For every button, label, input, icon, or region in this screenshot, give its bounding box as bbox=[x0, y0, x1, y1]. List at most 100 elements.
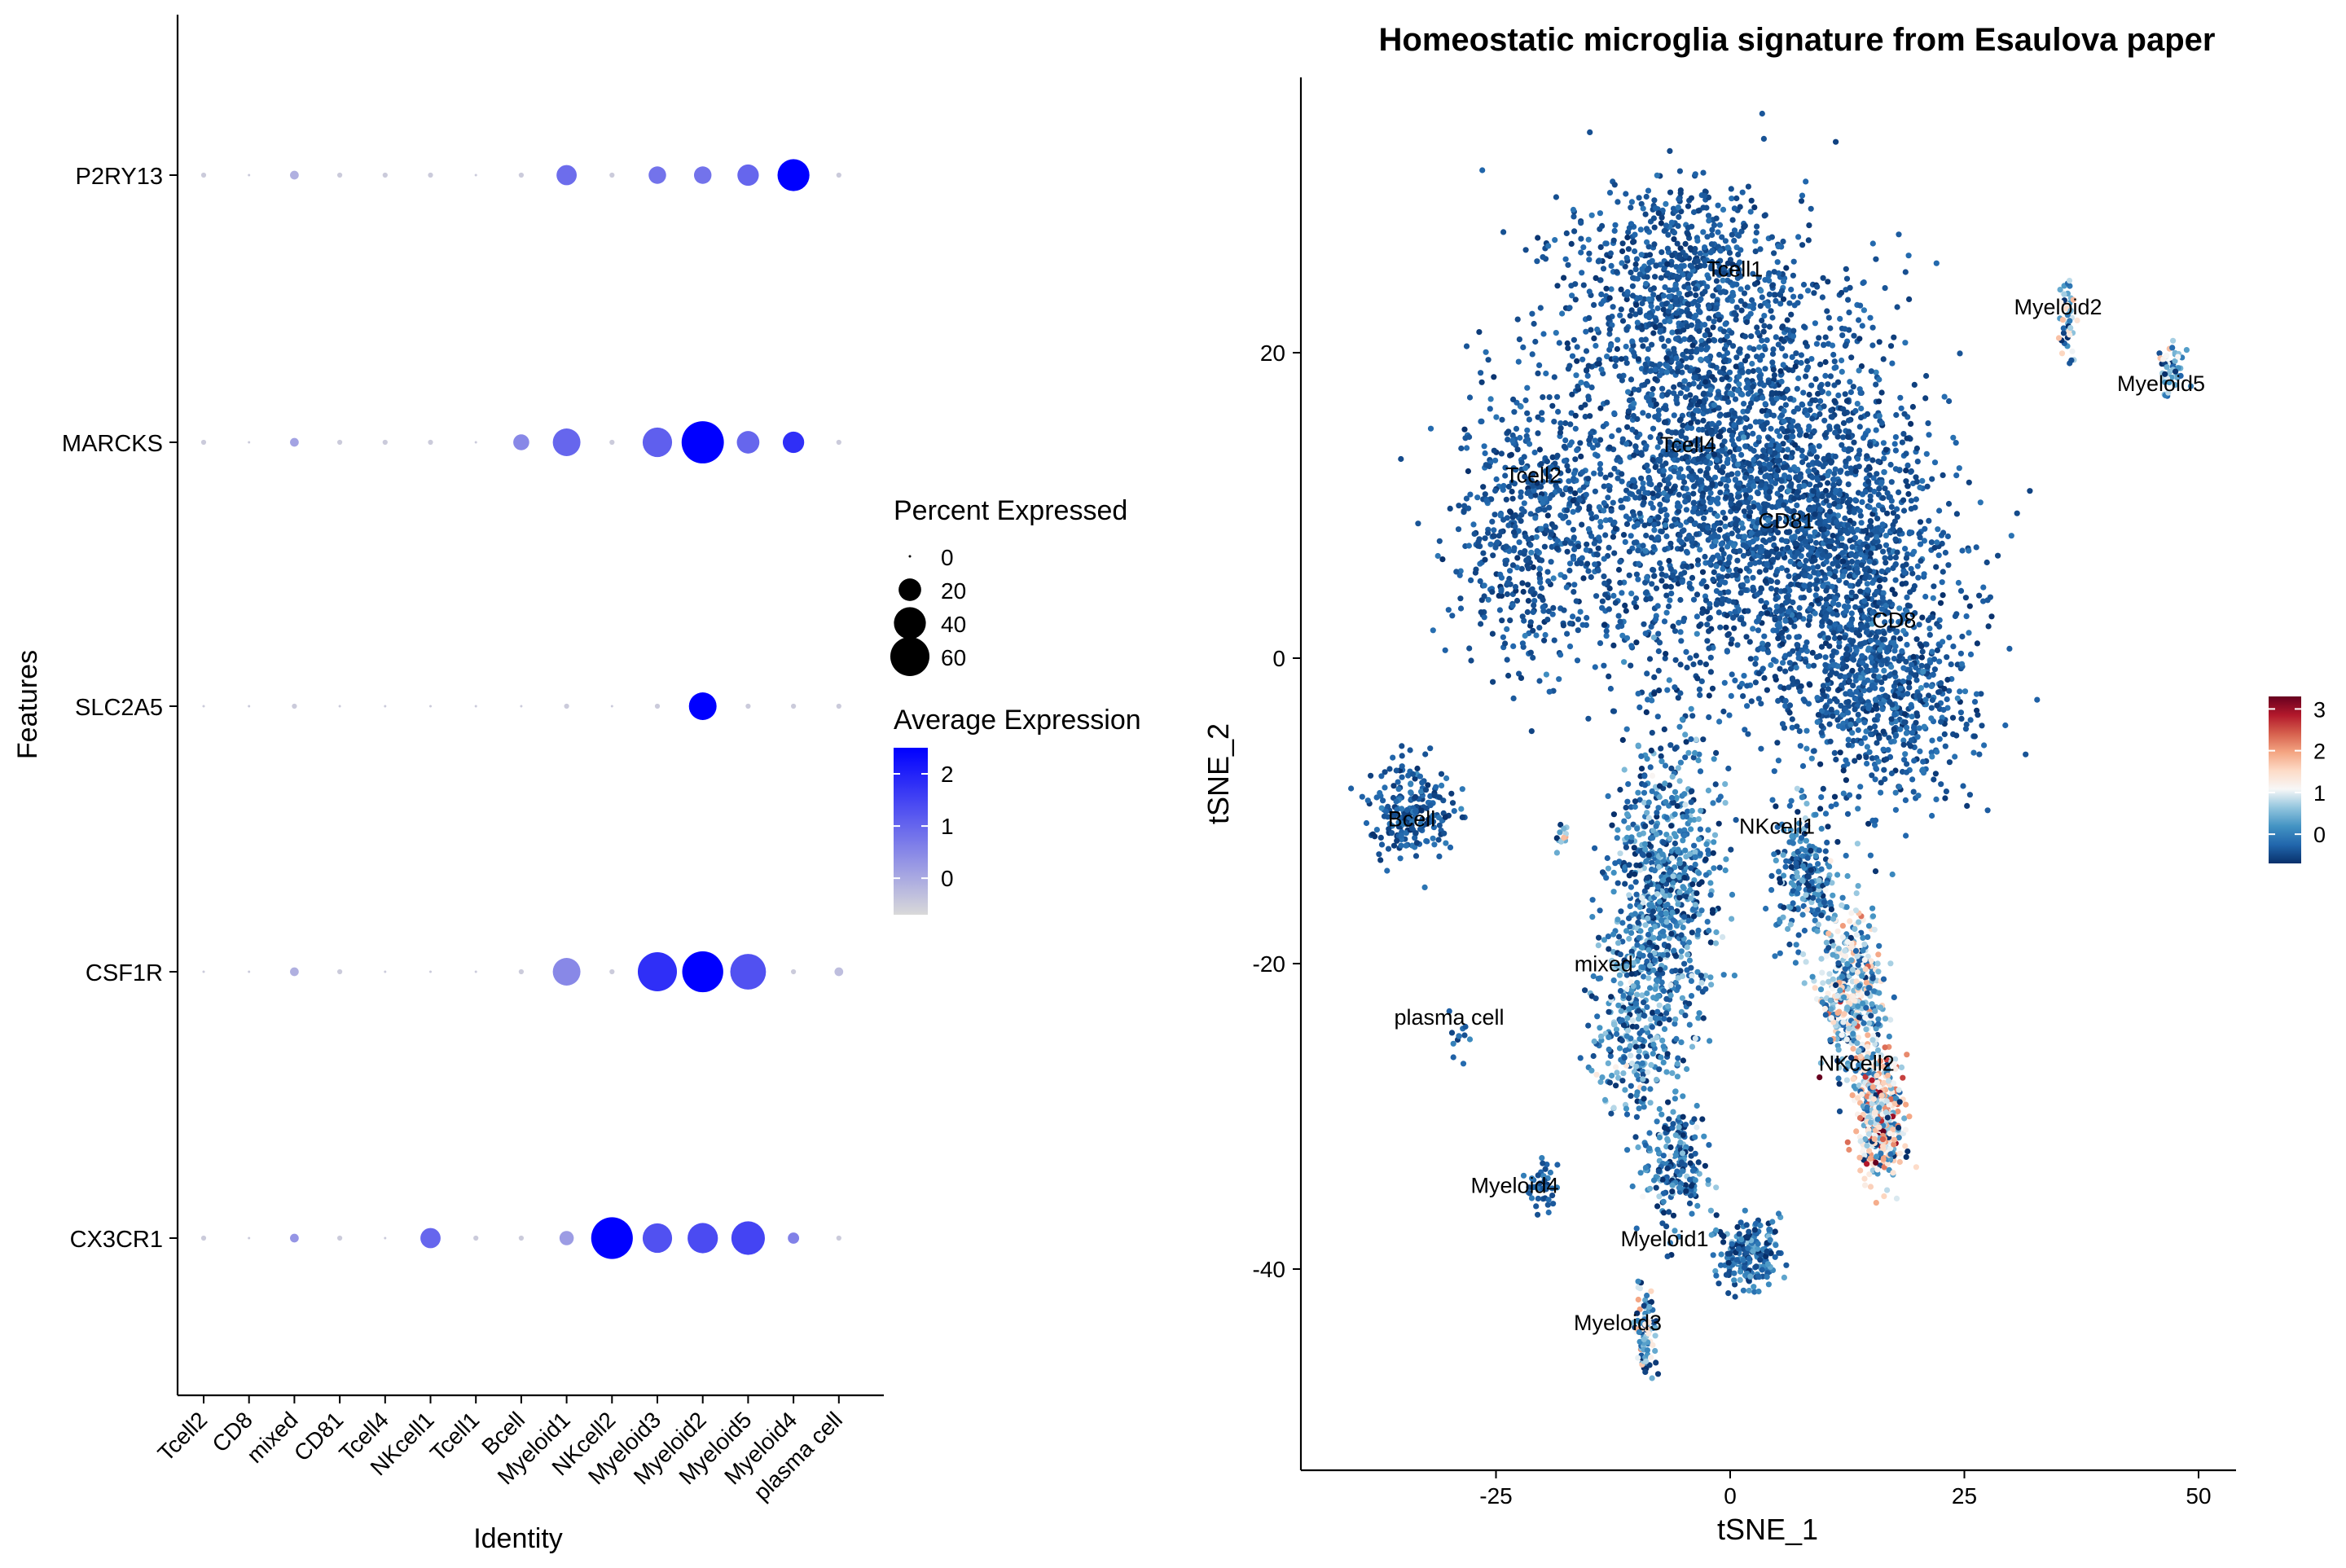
tsne-point bbox=[1808, 206, 1814, 212]
tsne-point bbox=[1571, 498, 1576, 503]
tsne-point bbox=[1619, 504, 1624, 510]
tsne-point bbox=[1729, 636, 1735, 642]
tsne-point bbox=[1776, 758, 1781, 763]
tsne-point bbox=[1913, 474, 1918, 480]
tsne-point bbox=[1817, 520, 1822, 526]
tsne-point bbox=[1491, 527, 1496, 533]
tsne-point bbox=[1601, 507, 1606, 513]
dot-P2RY13-NKcell1 bbox=[428, 173, 433, 178]
tsne-point bbox=[1566, 468, 1571, 473]
tsne-point bbox=[1787, 709, 1793, 715]
tsne-point bbox=[1437, 538, 1443, 544]
tsne-point bbox=[1803, 340, 1808, 345]
tsne-point bbox=[1724, 333, 1730, 339]
tsne-point bbox=[1826, 643, 1832, 649]
tsne-point bbox=[1758, 303, 1764, 309]
dot-SLC2A5-Myeloid3 bbox=[655, 704, 660, 709]
tsne-point bbox=[1773, 617, 1778, 622]
tsne-point bbox=[1663, 651, 1668, 657]
tsne-point bbox=[1510, 496, 1516, 502]
tsne-point bbox=[1691, 209, 1697, 215]
tsne-point bbox=[1571, 471, 1577, 477]
tsne-point bbox=[1663, 201, 1668, 207]
tsne-point bbox=[1531, 603, 1536, 608]
tsne-point bbox=[1889, 771, 1895, 776]
tsne-point bbox=[1784, 568, 1790, 573]
tsne-point bbox=[1827, 426, 1833, 432]
tsne-point bbox=[1879, 527, 1885, 533]
tsne-point bbox=[1845, 530, 1851, 536]
tsne-point bbox=[1517, 336, 1522, 342]
tsne-point bbox=[1775, 635, 1781, 641]
tsne-point bbox=[1706, 217, 1711, 223]
tsne-point bbox=[1893, 578, 1899, 583]
tsne-point bbox=[1929, 477, 1935, 482]
tsne-point bbox=[1479, 380, 1485, 385]
tsne-point bbox=[1715, 513, 1720, 519]
dot-CSF1R-Myeloid2 bbox=[683, 951, 723, 992]
tsne-point bbox=[1751, 483, 1756, 489]
tsne-point bbox=[1696, 328, 1702, 334]
tsne-point bbox=[1651, 544, 1657, 550]
tsne-point bbox=[1535, 235, 1540, 240]
tsne-point bbox=[1855, 806, 1861, 811]
tsne-point bbox=[1527, 441, 1532, 447]
tsne-point bbox=[1636, 561, 1641, 567]
tsne-point bbox=[1791, 259, 1797, 265]
tsne-point bbox=[1610, 534, 1616, 540]
tsne-point bbox=[1976, 593, 1982, 599]
tsne-point bbox=[1881, 729, 1887, 735]
tsne-point bbox=[1478, 578, 1483, 584]
tsne-point bbox=[1732, 310, 1738, 316]
tsne-point bbox=[1655, 534, 1661, 540]
tsne-point bbox=[1685, 459, 1691, 465]
tsne-point bbox=[1666, 558, 1672, 564]
tsne-point bbox=[1645, 275, 1650, 280]
dot-CX3CR1-CD81 bbox=[337, 1236, 342, 1241]
tsne-point bbox=[1904, 595, 1909, 600]
tsne-point bbox=[1755, 617, 1761, 623]
tsne-point bbox=[1552, 374, 1557, 380]
tsne-point bbox=[1940, 472, 1946, 478]
tsne-point bbox=[1748, 333, 1754, 339]
tsne-point bbox=[1466, 645, 1472, 651]
tsne-point bbox=[1831, 648, 1837, 654]
tsne-point bbox=[1583, 329, 1588, 335]
tsne-point bbox=[1822, 662, 1828, 668]
tsne-point bbox=[1609, 286, 1615, 292]
tsne-point bbox=[1561, 608, 1566, 613]
tsne-point bbox=[1931, 595, 1936, 601]
tsne-point bbox=[1526, 565, 1531, 571]
tsne-point bbox=[1684, 549, 1689, 555]
dot-P2RY13-CD81 bbox=[337, 173, 342, 178]
dot-P2RY13-mixed bbox=[290, 171, 299, 180]
tsne-point bbox=[1683, 394, 1689, 400]
tsne-point bbox=[1684, 665, 1689, 670]
tsne-point bbox=[1792, 302, 1798, 308]
tsne-point bbox=[1720, 510, 1726, 516]
tsne-point bbox=[1764, 456, 1769, 462]
tsne-point bbox=[1649, 534, 1654, 540]
tsne-point bbox=[1536, 625, 1542, 630]
tsne-point bbox=[1870, 325, 1876, 331]
tsne-point bbox=[1758, 746, 1764, 752]
tsne-point bbox=[1729, 186, 1734, 191]
tsne-point bbox=[1845, 500, 1851, 506]
tsne-point bbox=[1811, 488, 1817, 494]
tsne-point bbox=[1633, 604, 1639, 610]
tsne-point bbox=[1698, 357, 1703, 362]
tsne-point bbox=[1693, 395, 1698, 401]
tsne-point bbox=[1505, 673, 1511, 679]
tsne-point bbox=[1482, 582, 1487, 588]
tsne-point bbox=[1897, 636, 1903, 642]
tsne-point bbox=[1466, 542, 1472, 548]
tsne-point bbox=[1700, 418, 1706, 424]
tsne-point bbox=[1658, 368, 1664, 374]
tsne-point bbox=[1876, 736, 1882, 741]
tsne-point bbox=[1817, 507, 1823, 512]
tsne-point bbox=[1822, 669, 1828, 674]
tsne-point bbox=[1505, 591, 1510, 597]
tsne-point bbox=[1748, 530, 1754, 536]
tsne-point bbox=[1601, 424, 1606, 429]
tsne-point bbox=[1736, 349, 1742, 354]
